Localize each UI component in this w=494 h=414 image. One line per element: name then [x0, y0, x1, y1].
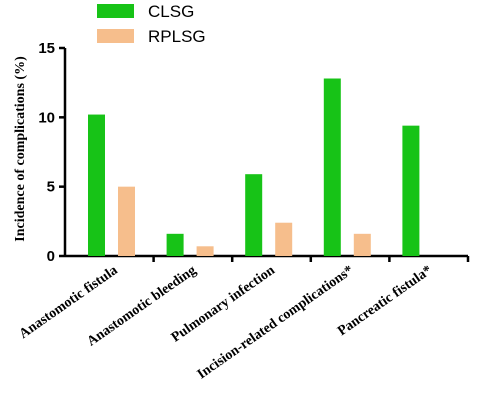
y-axis-title: Incidence of complications (%): [13, 56, 28, 242]
bar-rplsg-3: [353, 233, 371, 256]
legend-swatch-clsg: [97, 4, 134, 18]
legend-swatch-rplsg: [97, 29, 134, 43]
y-tick-label: 15: [38, 40, 55, 57]
bars: [88, 78, 420, 256]
legend-label-rplsg: RPLSG: [148, 27, 206, 46]
y-tick-label: 10: [38, 109, 55, 126]
bar-clsg-4: [402, 125, 420, 256]
x-tick-label: Incision-related complications*: [195, 263, 357, 382]
y-tick-label: 5: [47, 179, 55, 196]
bar-clsg-0: [88, 114, 105, 256]
bar-clsg-3: [323, 78, 341, 256]
y-tick-label: 0: [47, 248, 55, 265]
legend-label-clsg: CLSG: [148, 2, 194, 21]
bar-clsg-1: [166, 233, 184, 256]
bar-rplsg-2: [275, 222, 293, 256]
legend: CLSG RPLSG: [97, 2, 206, 46]
bar-rplsg-0: [118, 186, 135, 256]
bar-clsg-2: [245, 174, 263, 256]
bar-rplsg-1: [196, 246, 214, 256]
